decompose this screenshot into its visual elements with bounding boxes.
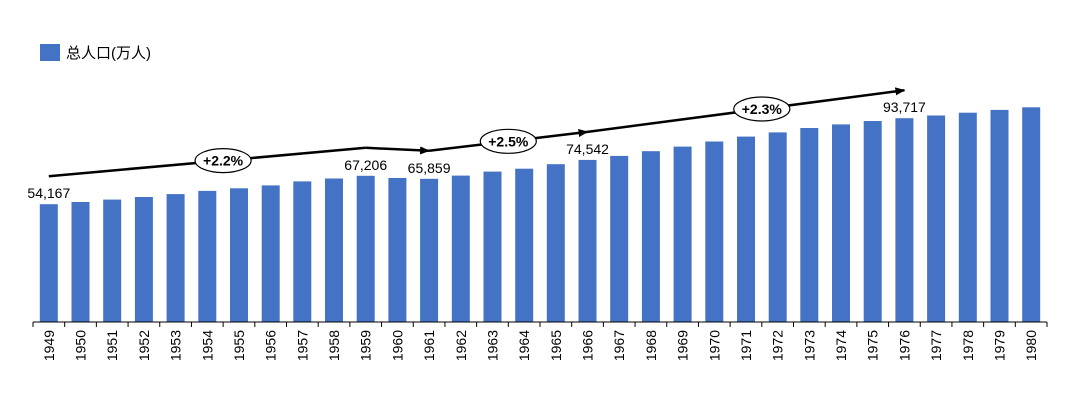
growth-label: +2.5% — [488, 133, 529, 149]
x-tick-label-1951: 1951 — [104, 330, 120, 361]
growth-label: +2.3% — [742, 101, 783, 117]
bar-1961 — [420, 178, 439, 322]
bar-1976 — [895, 118, 914, 322]
bar-1952 — [134, 197, 153, 322]
x-tick-label-1969: 1969 — [675, 330, 691, 361]
data-label-1976: 93,717 — [883, 99, 926, 115]
bar-1966 — [578, 159, 597, 322]
bar-1974 — [832, 124, 850, 323]
x-tick-label-1961: 1961 — [421, 330, 437, 361]
bar-1954 — [198, 190, 217, 322]
x-tick-label-1950: 1950 — [73, 330, 89, 361]
x-tick-label-1968: 1968 — [643, 330, 659, 361]
bar-1960 — [388, 178, 407, 322]
growth-badge — [733, 96, 791, 122]
x-tick-label-1957: 1957 — [294, 330, 310, 361]
x-tick-label-1975: 1975 — [865, 330, 881, 361]
bar-1975 — [863, 121, 882, 322]
x-tick-label-1952: 1952 — [136, 330, 152, 361]
growth-badge — [194, 148, 252, 174]
x-tick-label-1980: 1980 — [1023, 330, 1039, 361]
bar-1958 — [325, 178, 343, 322]
bar-1971 — [737, 136, 755, 322]
bar-1970 — [705, 141, 724, 322]
bar-1969 — [673, 146, 692, 322]
bar-1978 — [958, 112, 977, 322]
x-tick-label-1958: 1958 — [326, 330, 342, 361]
bar-1956 — [261, 185, 280, 322]
x-tick-label-1954: 1954 — [199, 330, 215, 361]
bar-1962 — [451, 175, 470, 322]
x-tick-label-1956: 1956 — [263, 330, 279, 361]
legend-swatch — [40, 44, 60, 61]
bar-1955 — [230, 188, 248, 322]
bar-1973 — [800, 128, 819, 322]
bar-1968 — [641, 151, 660, 322]
growth-label: +2.2% — [203, 153, 244, 169]
bar-1967 — [610, 155, 629, 322]
x-tick-label-1972: 1972 — [770, 330, 786, 361]
bar-1979 — [990, 109, 1009, 323]
bar-1949 — [39, 204, 58, 322]
growth-badge — [479, 128, 537, 154]
x-tick-label-1964: 1964 — [516, 330, 532, 361]
trend-arrow-segment — [365, 146, 431, 155]
data-label-1949: 54,167 — [27, 185, 70, 201]
x-tick-label-1966: 1966 — [580, 330, 596, 361]
x-tick-label-1967: 1967 — [611, 330, 627, 361]
x-tick-label-1962: 1962 — [453, 330, 469, 361]
x-tick-label-1949: 1949 — [41, 330, 57, 361]
x-tick-label-1970: 1970 — [706, 330, 722, 361]
bar-1977 — [927, 115, 946, 322]
x-tick-label-1977: 1977 — [928, 330, 944, 361]
bar-1972 — [768, 132, 787, 322]
x-tick-label-1963: 1963 — [484, 330, 500, 361]
data-label-1966: 74,542 — [566, 141, 609, 157]
x-tick-label-1959: 1959 — [358, 330, 374, 361]
x-tick-label-1976: 1976 — [896, 330, 912, 361]
bar-1964 — [515, 168, 534, 322]
bar-1959 — [356, 175, 375, 322]
x-tick-label-1960: 1960 — [389, 330, 405, 361]
bar-1963 — [483, 171, 502, 322]
x-tick-label-1953: 1953 — [168, 330, 184, 361]
legend-label: 总人口(万人) — [66, 45, 151, 62]
x-tick-label-1978: 1978 — [960, 330, 976, 361]
data-label-1959: 67,206 — [344, 157, 387, 173]
x-tick-label-1965: 1965 — [548, 330, 564, 361]
bar-1965 — [546, 164, 565, 322]
x-tick-label-1973: 1973 — [801, 330, 817, 361]
x-tick-label-1955: 1955 — [231, 330, 247, 361]
bar-1957 — [293, 181, 312, 322]
bar-1953 — [166, 194, 185, 322]
legend: 总人口(万人) — [40, 42, 151, 63]
x-tick-label-1974: 1974 — [833, 330, 849, 361]
bar-1980 — [1022, 107, 1041, 322]
x-tick-label-1971: 1971 — [738, 330, 754, 361]
x-tick-label-1979: 1979 — [991, 330, 1007, 361]
bar-1950 — [71, 202, 90, 322]
data-label-1961: 65,859 — [408, 160, 451, 176]
bar-1951 — [103, 199, 122, 322]
